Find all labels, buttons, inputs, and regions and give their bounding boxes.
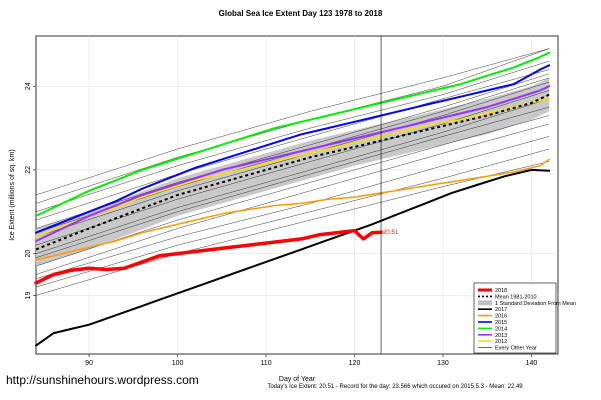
background-year-line <box>35 123 550 275</box>
background-year-line <box>35 148 550 288</box>
legend-label: Mean 1981-2010 <box>495 294 537 300</box>
legend-label: 2012 <box>495 339 507 345</box>
series-line-2016 <box>35 158 550 261</box>
current-value-label: 20.51 <box>383 230 399 236</box>
series-line-2018 <box>34 228 383 285</box>
x-tick-label: 110 <box>260 360 271 367</box>
background-year-line <box>35 73 550 229</box>
y-axis-title: Ice Extent (millions of sq. km) <box>9 149 16 240</box>
y-tick-label: 19 <box>25 291 32 299</box>
series-line-2014 <box>35 51 551 217</box>
series-line-2013 <box>35 85 551 242</box>
x-tick-label: 100 <box>172 360 184 367</box>
legend-label: 2015 <box>495 320 507 326</box>
series-layer <box>34 51 551 347</box>
background-year-line <box>35 90 550 246</box>
background-year-line <box>35 106 550 259</box>
background-year-line <box>35 48 550 196</box>
x-axis-title: Day of Year <box>279 376 316 383</box>
legend-swatch <box>478 300 492 306</box>
legend-label: 1 Standard Deviation From Mean <box>495 301 576 307</box>
background-year-line <box>35 98 550 254</box>
legend-label: 2016 <box>495 314 507 320</box>
legend-label: 2018 <box>495 288 507 294</box>
series-line-2015 <box>35 64 551 234</box>
legend-label: 2013 <box>495 333 507 339</box>
x-tick-label: 140 <box>526 360 538 367</box>
chart-title: Global Sea Ice Extent Day 123 1978 to 20… <box>218 9 383 18</box>
axis-layer: 90 100 110 120 130 140 19 20 22 24 <box>25 82 537 367</box>
background-year-line <box>35 69 550 221</box>
x-tick-label: 120 <box>349 360 361 367</box>
mean-line <box>35 93 550 251</box>
background-year-line <box>35 60 550 212</box>
background-year-line <box>35 136 550 279</box>
y-tick-label: 22 <box>25 166 32 174</box>
background-year-line <box>35 115 550 267</box>
x-tick-label: 130 <box>437 360 449 367</box>
mean-layer <box>35 93 550 251</box>
legend-label: 2017 <box>495 307 507 313</box>
std-deviation-band <box>36 77 550 267</box>
legend-label: Every Other Year <box>495 346 537 352</box>
x-tick-label: 90 <box>85 360 93 367</box>
legend-label: 2014 <box>495 326 507 332</box>
series-line-2017 <box>35 168 551 347</box>
series-line-2012 <box>35 98 550 238</box>
y-tick-label: 24 <box>25 82 32 90</box>
credit-url: http://sunshinehours.wordpress.com <box>6 373 199 387</box>
footer-stats: Today's Ice Extent: 20.51 - Record for t… <box>267 384 523 390</box>
std-band-layer <box>36 77 550 267</box>
y-tick-label: 20 <box>25 250 32 258</box>
